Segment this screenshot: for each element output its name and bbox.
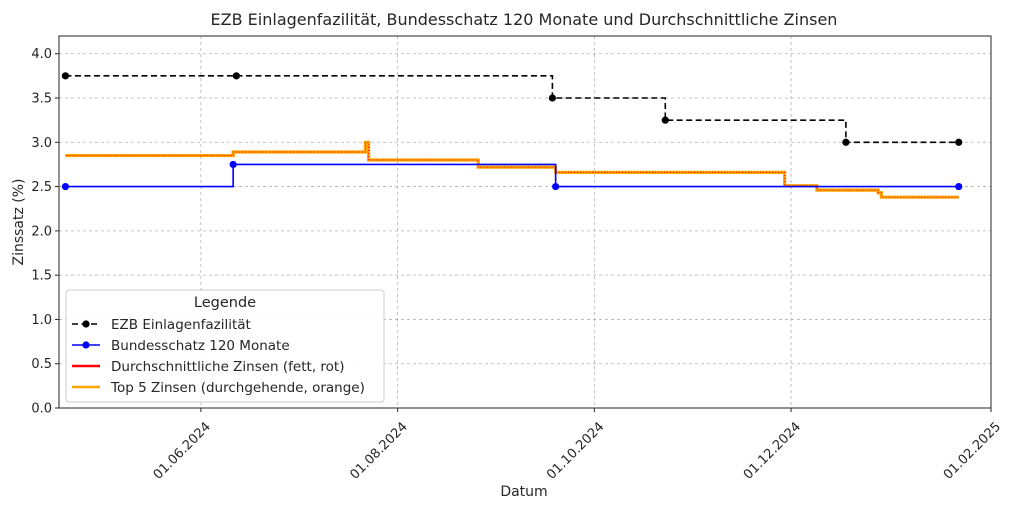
legend-marker: [82, 320, 90, 328]
data-point-ezb-einlagenfazilit-t: [955, 138, 963, 146]
data-point-bundesschatz-120-monate: [552, 182, 560, 191]
legend-label: Bundesschatz 120 Monate: [111, 338, 290, 354]
legend-entry: EZB Einlagenfazilität: [72, 317, 251, 333]
legend-entry: Durchschnittliche Zinsen (fett, rot): [72, 359, 344, 375]
data-point-bundesschatz-120-monate: [229, 160, 237, 169]
series-line-ezb-einlagenfazilit-t: [65, 75, 959, 144]
y-tick-label: 1.0: [31, 313, 52, 328]
legend-label: EZB Einlagenfazilität: [111, 317, 251, 333]
y-axis-label: Zinssatz (%): [11, 178, 27, 265]
data-point-bundesschatz-120-monate: [955, 182, 963, 191]
x-tick-label: 01.06.2024: [151, 419, 214, 482]
x-tick-label: 01.08.2024: [347, 419, 410, 482]
x-tick-label: 01.12.2024: [741, 419, 804, 482]
data-point-ezb-einlagenfazilit-t: [661, 116, 669, 124]
data-point-ezb-einlagenfazilit-t: [548, 94, 557, 102]
y-tick-label: 0.5: [31, 357, 52, 372]
data-point-bundesschatz-120-monate: [61, 182, 70, 191]
chart-title: EZB Einlagenfazilität, Bundesschatz 120 …: [211, 10, 838, 29]
y-tick-label: 3.0: [31, 136, 52, 151]
legend-entry: Bundesschatz 120 Monate: [72, 338, 290, 354]
y-tick-label: 2.5: [31, 180, 52, 195]
legend-label: Durchschnittliche Zinsen (fett, rot): [111, 359, 344, 375]
y-axis: 0.0 0.5 1.0 1.5 2.0 2.5 3.0 3.5 4.0: [31, 47, 59, 417]
legend-label: Top 5 Zinsen (durchgehende, orange): [110, 380, 365, 396]
data-point-ezb-einlagenfazilit-t: [61, 72, 70, 80]
y-tick-label: 3.5: [31, 92, 52, 107]
series-line-top-5-zinsen-durchgehende-orange: [65, 140, 959, 199]
y-tick-label: 4.0: [31, 47, 52, 62]
legend-box: [65, 289, 385, 403]
series-layer: [61, 72, 963, 199]
x-tick-label: 01.10.2024: [544, 419, 607, 482]
y-tick-label: 0.0: [31, 402, 52, 417]
x-axis: 01.06.2024 01.08.2024 01.10.2024 01.12.2024…: [151, 408, 1004, 483]
data-point-ezb-einlagenfazilit-t: [842, 138, 850, 146]
x-axis-label: Datum: [500, 484, 547, 500]
y-tick-label: 1.5: [31, 269, 52, 284]
legend-title: Legende: [194, 295, 256, 311]
y-tick-label: 2.0: [31, 224, 52, 239]
legend: Legende EZB Einlagenfazilität Bundesschat…: [65, 289, 385, 403]
series-line-bundesschatz-120-monate: [65, 163, 959, 188]
plot-frame: [58, 35, 992, 409]
legend-entry: Top 5 Zinsen (durchgehende, orange): [72, 380, 365, 396]
data-point-ezb-einlagenfazilit-t: [232, 72, 240, 80]
x-tick-label: 01.02.2025: [941, 419, 1004, 482]
legend-marker: [82, 341, 90, 349]
